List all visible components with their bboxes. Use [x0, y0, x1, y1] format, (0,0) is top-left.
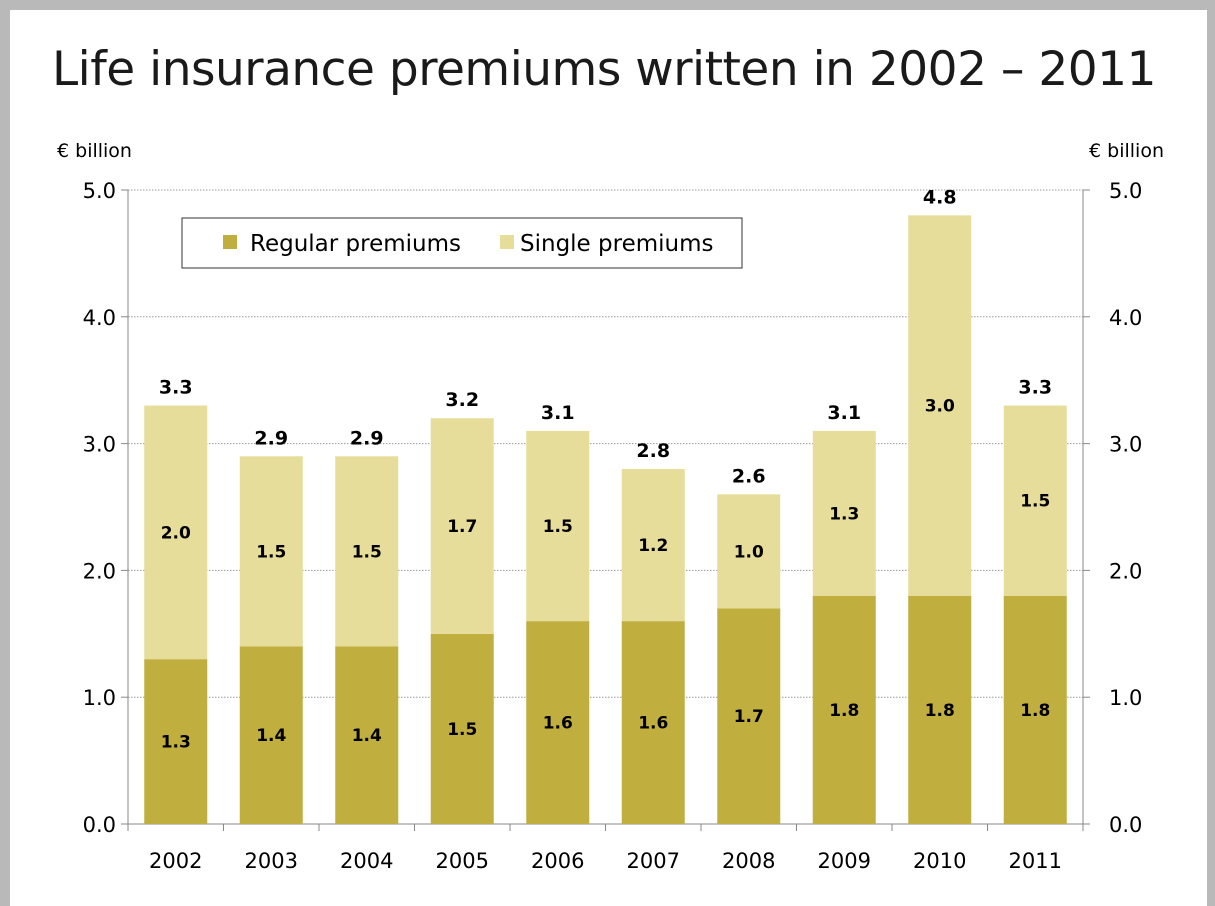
data-label-regular: 1.8 [1020, 701, 1050, 721]
right-tick-label: 1.0 [1109, 686, 1142, 710]
x-tick-label: 2008 [722, 849, 775, 873]
data-label-single: 1.7 [447, 517, 477, 537]
data-label-single: 1.5 [543, 517, 573, 537]
data-label-total: 2.6 [732, 465, 766, 487]
x-tick-label: 2004 [340, 849, 393, 873]
data-label-total: 3.1 [827, 402, 861, 424]
left-tick-label: 2.0 [83, 559, 116, 583]
x-tick-label: 2011 [1009, 849, 1062, 873]
x-tick-label: 2002 [149, 849, 202, 873]
data-label-single: 1.5 [1020, 492, 1050, 512]
data-label-single: 1.5 [352, 542, 382, 562]
data-label-regular: 1.7 [734, 707, 764, 727]
data-label-total: 3.3 [1018, 377, 1052, 399]
right-tick-label: 2.0 [1109, 559, 1142, 583]
right-tick-label: 0.0 [1109, 813, 1142, 837]
right-tick-label: 5.0 [1109, 179, 1142, 203]
legend-label-single: Single premiums [520, 231, 713, 257]
x-tick-label: 2007 [627, 849, 680, 873]
left-tick-label: 5.0 [83, 179, 116, 203]
right-tick-label: 4.0 [1109, 306, 1142, 330]
data-label-total: 2.8 [636, 440, 670, 462]
left-tick-label: 3.0 [83, 433, 116, 457]
data-label-single: 3.0 [925, 397, 955, 417]
data-label-single: 1.5 [256, 542, 286, 562]
data-label-total: 2.9 [350, 427, 384, 449]
data-label-regular: 1.6 [638, 714, 668, 734]
data-label-regular: 1.4 [256, 726, 286, 746]
legend-swatch-regular [223, 235, 237, 249]
x-tick-label: 2006 [531, 849, 584, 873]
legend-label-regular: Regular premiums [250, 231, 461, 257]
data-label-total: 3.3 [159, 377, 193, 399]
data-label-regular: 1.8 [925, 701, 955, 721]
data-label-total: 3.2 [445, 389, 479, 411]
data-label-single: 1.0 [734, 542, 764, 562]
data-label-single: 1.3 [829, 504, 859, 524]
left-tick-label: 0.0 [83, 813, 116, 837]
data-label-regular: 1.4 [352, 726, 382, 746]
data-label-regular: 1.5 [447, 720, 477, 740]
data-label-total: 3.1 [541, 402, 575, 424]
data-label-single: 2.0 [161, 523, 191, 543]
left-tick-label: 4.0 [83, 306, 116, 330]
x-tick-label: 2009 [818, 849, 871, 873]
x-tick-label: 2010 [913, 849, 966, 873]
data-label-regular: 1.8 [829, 701, 859, 721]
data-label-total: 2.9 [254, 427, 288, 449]
x-tick-label: 2003 [245, 849, 298, 873]
left-tick-label: 1.0 [83, 686, 116, 710]
data-label-single: 1.2 [638, 536, 668, 556]
legend: Regular premiums Single premiums [182, 218, 742, 268]
legend-swatch-single [500, 235, 514, 249]
left-axis-unit-label: € billion [57, 140, 132, 162]
data-label-total: 4.8 [923, 186, 957, 208]
right-tick-label: 3.0 [1109, 433, 1142, 457]
data-label-regular: 1.3 [161, 733, 191, 753]
x-tick-label: 2005 [436, 849, 489, 873]
data-label-regular: 1.6 [543, 714, 573, 734]
right-axis-unit-label: € billion [1089, 140, 1164, 162]
